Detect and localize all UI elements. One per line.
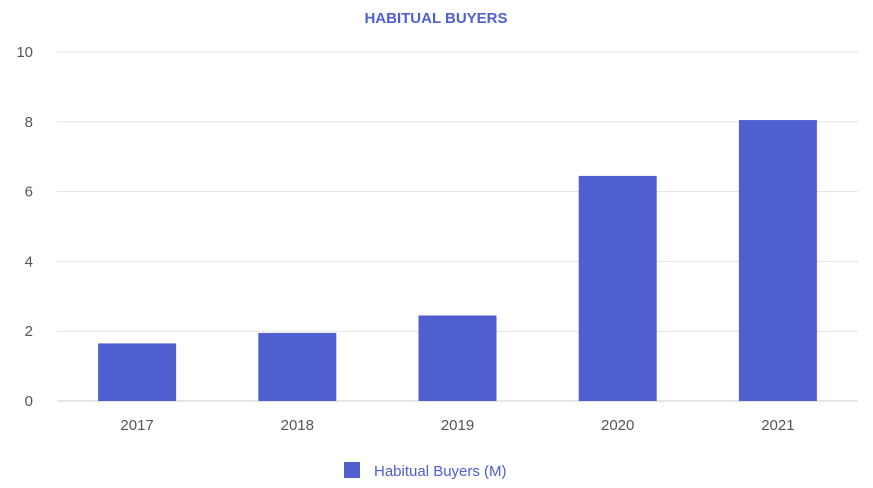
chart-title: HABITUAL BUYERS <box>364 10 507 27</box>
legend: Habitual Buyers (M) <box>344 462 507 480</box>
y-tick-label: 2 <box>25 323 33 340</box>
x-tick-label: 2021 <box>761 417 794 434</box>
y-tick-label: 4 <box>25 253 33 270</box>
bar-2018 <box>258 332 337 401</box>
bars <box>98 120 817 402</box>
y-tick-label: 10 <box>16 44 33 61</box>
legend-label: Habitual Buyers (M) <box>374 463 507 480</box>
x-tick-label: 2017 <box>120 417 153 434</box>
x-tick-label: 2018 <box>281 417 314 434</box>
bar-2020 <box>578 175 657 401</box>
gridlines <box>57 51 858 402</box>
y-tick-label: 0 <box>25 393 33 410</box>
x-tick-label: 2020 <box>601 417 634 434</box>
legend-swatch <box>344 462 360 478</box>
bar-2019 <box>418 315 497 401</box>
x-axis-ticks: 2017 2018 2019 2020 2021 <box>120 417 794 434</box>
bar-2017 <box>98 343 177 401</box>
y-tick-label: 8 <box>25 114 33 131</box>
x-tick-label: 2019 <box>441 417 474 434</box>
y-axis-ticks: 0 2 4 6 8 10 <box>16 44 33 410</box>
bar-2021 <box>738 120 817 402</box>
y-tick-label: 6 <box>25 184 33 201</box>
